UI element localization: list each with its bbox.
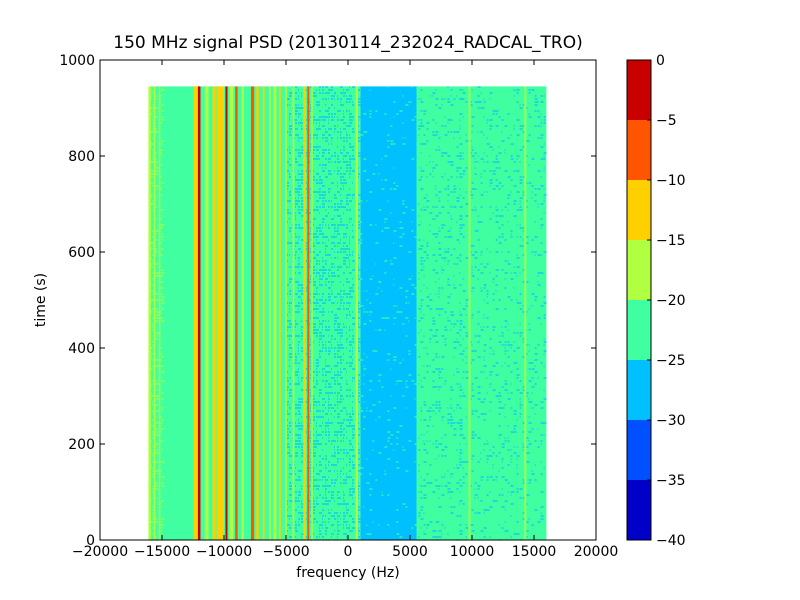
- y-tick-label: 200: [68, 437, 95, 453]
- x-axis-ticks: −20000 −15000 −10000 −5000 0 5000 10000 15000 20…: [72, 60, 618, 560]
- spectral-line: [311, 86, 313, 541]
- colorbar-ticks: −40 −35 −30 −25 −20 −15 −10 −5 0: [647, 53, 686, 549]
- spectral-line: [268, 86, 271, 541]
- spectral-line: [173, 86, 176, 541]
- y-axis-label: time (s): [33, 273, 49, 327]
- colorbar-segment: [627, 360, 651, 420]
- spectral-line: [241, 86, 244, 541]
- spectral-line: [225, 86, 228, 541]
- colorbar-tick-label: −30: [656, 413, 686, 429]
- x-tick-label: −20000: [72, 544, 128, 560]
- spectral-line: [285, 86, 287, 541]
- spectral-line: [468, 86, 471, 541]
- spectral-line: [303, 86, 306, 541]
- spectral-line: [262, 86, 265, 541]
- spectral-line: [158, 86, 161, 541]
- colorbar-segment: [627, 180, 651, 240]
- colorbar-tick-label: −5: [656, 113, 677, 129]
- colorbar-tick-label: −15: [656, 233, 686, 249]
- colorbar-tick-label: −35: [656, 473, 686, 489]
- spectral-line: [153, 86, 156, 541]
- y-tick-label: 800: [68, 149, 95, 165]
- spectral-line: [250, 86, 255, 541]
- spectral-line: [355, 86, 358, 541]
- x-tick-label: 15000: [512, 544, 557, 560]
- y-tick-label: 600: [68, 245, 95, 261]
- background-band: [149, 86, 361, 541]
- spectral-line: [278, 86, 281, 541]
- y-tick-label: 1000: [59, 53, 95, 69]
- colorbar-tick-label: −10: [656, 173, 686, 189]
- spectral-line: [229, 86, 234, 541]
- spectral-line: [292, 86, 295, 541]
- texture-region: [360, 86, 421, 541]
- colorbar-segment: [627, 60, 651, 120]
- colorbar-segment: [627, 300, 651, 360]
- colorbar-tick-label: −20: [656, 293, 686, 309]
- x-tick-label: −5000: [262, 544, 309, 560]
- y-axis-ticks: 0 200 400 600 800 1000: [59, 53, 596, 549]
- spectral-line: [256, 86, 259, 541]
- spectral-line: [197, 86, 201, 541]
- spectral-line: [307, 86, 310, 541]
- x-tick-label: 5000: [392, 544, 428, 560]
- spectral-line: [148, 86, 151, 541]
- spectral-line: [216, 86, 224, 541]
- x-tick-label: −15000: [134, 544, 190, 560]
- spectral-line: [524, 86, 527, 541]
- x-tick-label: −10000: [196, 544, 252, 560]
- spectral-line: [193, 86, 198, 541]
- x-tick-label: 20000: [574, 544, 619, 560]
- chart-title: 150 MHz signal PSD (20130114_232024_RADC…: [113, 33, 582, 53]
- spectral-line: [235, 86, 238, 541]
- spectral-line: [416, 86, 419, 541]
- x-axis-label: frequency (Hz): [296, 565, 399, 581]
- spectral-line: [212, 86, 216, 541]
- colorbar: [626, 59, 652, 541]
- x-tick-label: 10000: [450, 544, 495, 560]
- y-tick-label: 400: [68, 341, 95, 357]
- spectral-line: [273, 86, 277, 541]
- spectral-line: [204, 86, 209, 541]
- x-tick-label: 0: [344, 544, 353, 560]
- background-band: [417, 86, 547, 541]
- colorbar-segment: [627, 480, 651, 540]
- y-tick-label: 0: [86, 533, 95, 549]
- colorbar-segment: [627, 120, 651, 180]
- colorbar-tick-label: −25: [656, 353, 686, 369]
- background-band: [360, 86, 418, 541]
- colorbar-segment: [627, 420, 651, 480]
- colorbar-segment: [627, 240, 651, 300]
- colorbar-tick-label: −40: [656, 533, 686, 549]
- colorbar-tick-label: 0: [656, 53, 665, 69]
- texture-region: [459, 86, 547, 541]
- heatmap-plot: [148, 86, 547, 541]
- texture-region: [417, 86, 463, 541]
